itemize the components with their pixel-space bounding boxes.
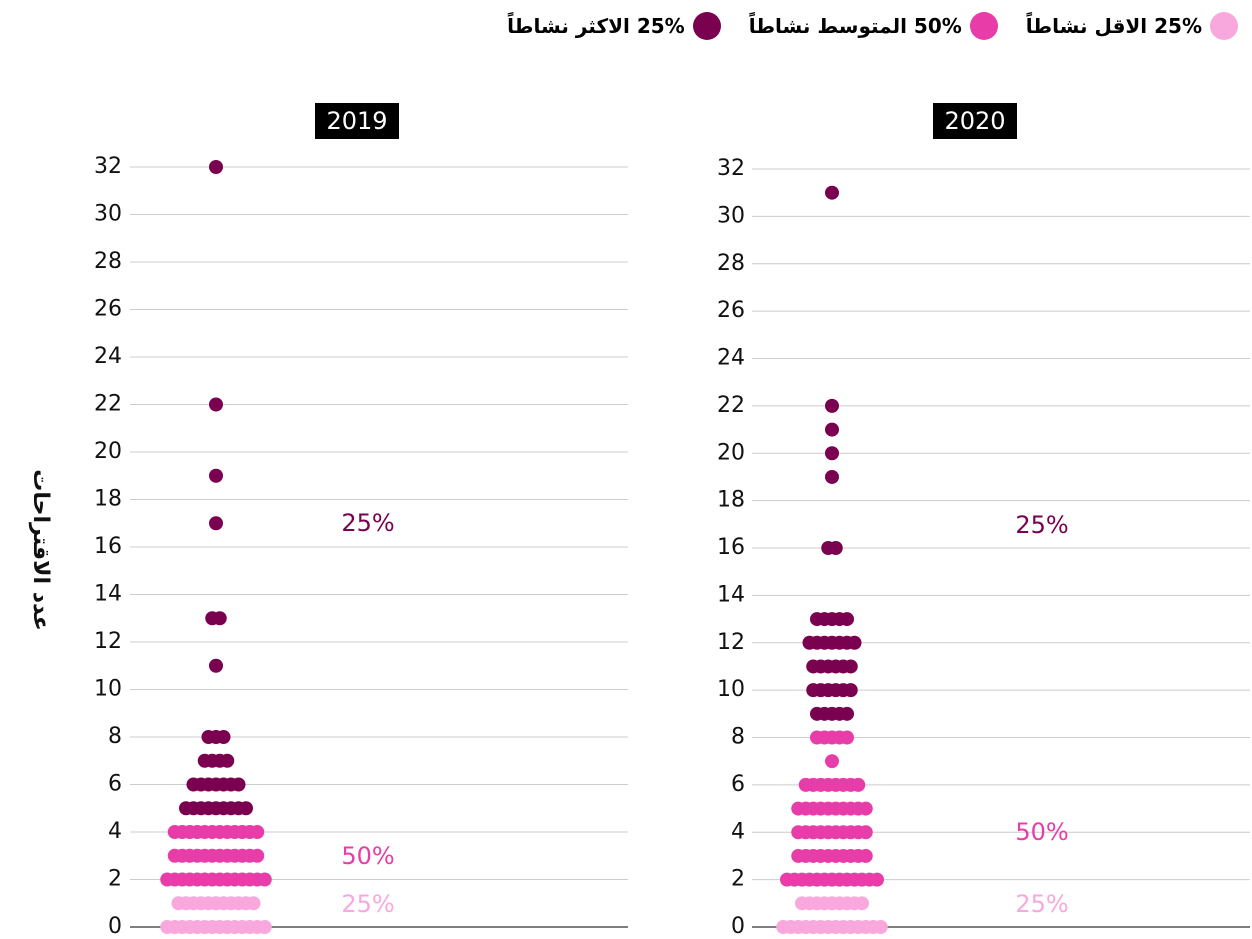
y-tick-label: 2 (108, 867, 122, 892)
dot (257, 872, 272, 887)
annotation: 25% (1015, 511, 1068, 539)
y-tick-label: 6 (108, 772, 122, 797)
dot (840, 706, 854, 721)
dot (209, 160, 223, 174)
dot (212, 611, 227, 626)
dot (209, 516, 223, 531)
y-tick-label: 4 (731, 819, 745, 844)
dot (825, 398, 839, 413)
legend-item: 50% المتوسط نشاطاً (749, 12, 998, 40)
annotation: 25% (341, 509, 394, 537)
y-tick-label: 2 (731, 867, 745, 892)
legend-label: 50% المتوسط نشاطاً (748, 14, 962, 38)
y-tick-label: 12 (717, 630, 745, 655)
y-tick-label: 28 (717, 251, 745, 276)
y-tick-label: 32 (94, 154, 122, 179)
y-tick-label: 30 (94, 202, 122, 227)
y-tick-label: 20 (717, 440, 745, 465)
legend-item: 25% الاقل نشاطاً (1026, 12, 1238, 40)
y-tick-label: 24 (717, 346, 745, 371)
dot (825, 185, 839, 200)
dot (250, 825, 265, 839)
dot (231, 777, 246, 792)
dot (873, 920, 888, 934)
annotation: 50% (1015, 818, 1068, 846)
y-tick-label: 6 (731, 772, 745, 797)
y-tick-label: 26 (94, 297, 122, 322)
y-tick-label: 0 (731, 914, 745, 939)
dot (825, 469, 839, 484)
dot (216, 730, 231, 744)
annotation: 50% (341, 842, 394, 870)
dot (843, 683, 858, 698)
legend-swatch (969, 12, 998, 40)
dot (858, 848, 873, 863)
y-tick-label: 22 (717, 393, 745, 418)
y-tick-label: 8 (731, 725, 745, 750)
dot (847, 635, 862, 650)
dot (209, 397, 223, 412)
y-tick-label: 10 (717, 677, 745, 702)
dot (825, 446, 839, 461)
dot (825, 754, 839, 769)
legend-label: 25% الاقل نشاطاً (1025, 14, 1202, 38)
y-tick-label: 16 (94, 534, 122, 559)
y-tick-label: 16 (717, 535, 745, 560)
dot (209, 468, 223, 483)
y-tick-label: 18 (717, 488, 745, 513)
y-tick-label: 24 (94, 344, 122, 369)
y-tick-label: 12 (94, 629, 122, 654)
y-tick-label: 18 (94, 487, 122, 512)
dot (239, 801, 253, 816)
y-tick-label: 22 (94, 392, 122, 417)
dot (851, 777, 866, 792)
dot (858, 801, 873, 816)
y-axis-label: عدد الاقتراحات (28, 469, 53, 630)
y-tick-label: 32 (717, 156, 745, 181)
dot (209, 658, 223, 673)
legend-swatch (1210, 12, 1238, 40)
y-tick-label: 26 (717, 298, 745, 323)
dot (843, 659, 858, 674)
dot (828, 541, 843, 555)
dot (870, 872, 884, 887)
y-tick-label: 20 (94, 439, 122, 464)
dot (840, 612, 854, 627)
y-tick-label: 28 (94, 249, 122, 274)
dot (825, 422, 839, 437)
panel-title: 2020 (944, 107, 1005, 135)
y-tick-label: 8 (108, 724, 122, 749)
dot (246, 896, 261, 911)
legend-swatch (692, 12, 721, 40)
y-tick-label: 14 (94, 582, 122, 607)
dot (220, 753, 235, 768)
dot (840, 730, 854, 745)
legend-item: 25% الاكثر نشاطاً (507, 12, 721, 40)
y-tick-label: 0 (108, 914, 122, 939)
panel-title-bg (315, 103, 399, 139)
dot (250, 848, 265, 863)
annotation: 25% (1015, 890, 1068, 918)
panel-title: 2019 (326, 107, 387, 135)
dot (257, 920, 272, 934)
dot (855, 896, 869, 911)
y-tick-label: 14 (717, 582, 745, 607)
panel-title-bg (933, 103, 1017, 139)
legend: 25% الاقل نشاطاً 50% المتوسط نشاطاً 25% ال… (507, 12, 1238, 40)
y-tick-label: 10 (94, 677, 122, 702)
annotation: 25% (341, 890, 394, 918)
dot (858, 825, 873, 840)
y-tick-label: 4 (108, 819, 122, 844)
legend-label: 25% الاكثر نشاطاً (507, 14, 685, 38)
y-tick-label: 30 (717, 203, 745, 228)
